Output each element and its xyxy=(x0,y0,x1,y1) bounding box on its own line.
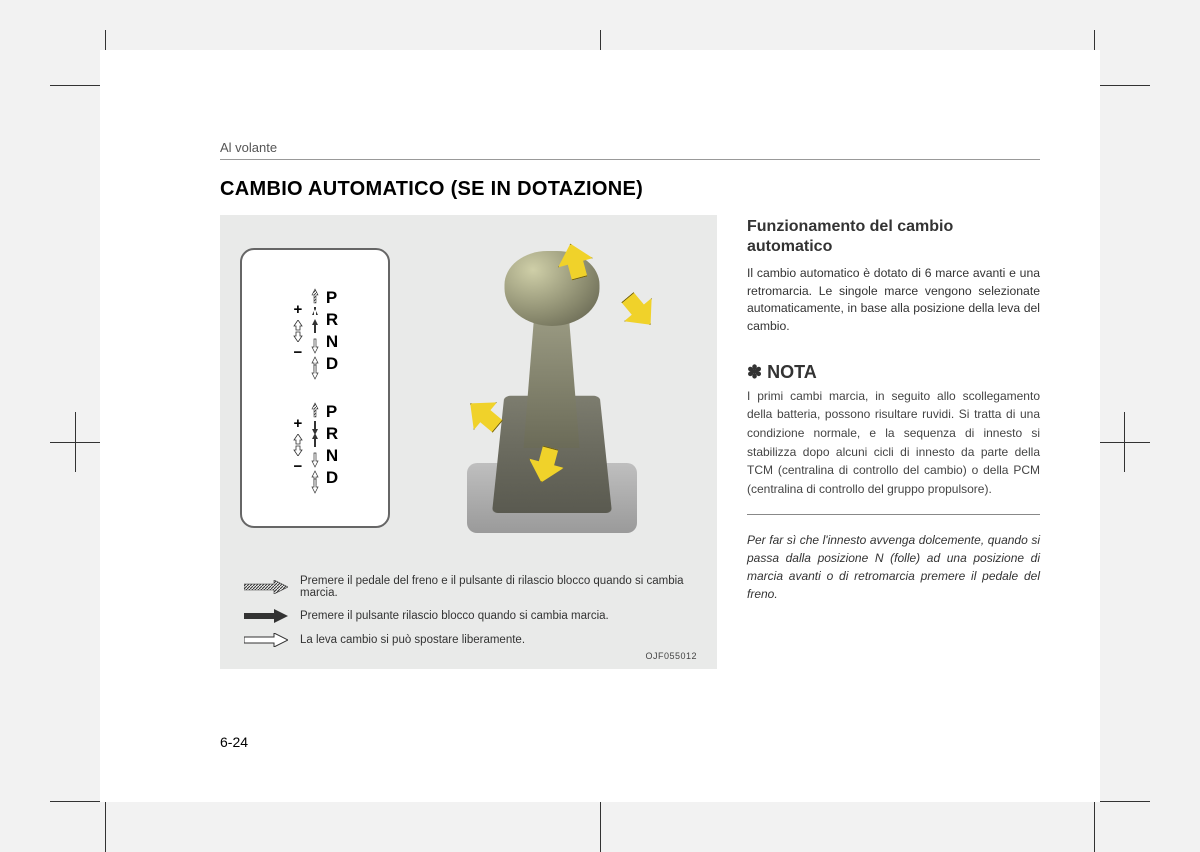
gear-arrows-icon xyxy=(310,281,320,381)
manual-plus: + xyxy=(293,415,302,432)
legend-text: Premere il pulsante rilascio blocco quan… xyxy=(300,610,609,622)
manual-arrows-icon xyxy=(292,434,304,456)
nota-heading: ✽ NOTA xyxy=(747,362,1040,383)
gear-arrow-column xyxy=(310,281,320,381)
manual-arrows-icon xyxy=(292,320,304,342)
page-number: 6-24 xyxy=(220,734,248,750)
manual-minus: − xyxy=(293,344,302,361)
legend-outline-arrow-icon xyxy=(244,633,288,647)
legend-row: Premere il pedale del freno e il pulsant… xyxy=(244,575,693,599)
shift-pattern-panel: + − xyxy=(240,248,390,528)
running-head: Al volante xyxy=(220,140,1040,160)
gear-p: P xyxy=(326,402,338,422)
gear-p: P xyxy=(326,288,338,308)
direction-arrow-icon xyxy=(614,286,665,337)
figure-illustration: + − xyxy=(220,215,717,555)
right-column: Funzionamento del cambio automatico Il c… xyxy=(747,215,1040,669)
page-title: CAMBIO AUTOMATICO (SE IN DOTAZIONE) xyxy=(220,178,1040,201)
gear-d: D xyxy=(326,468,338,488)
gear-r: R xyxy=(326,310,338,330)
nota-body: I primi cambi marcia, in seguito allo sc… xyxy=(747,387,1040,516)
shifter-knob xyxy=(504,251,599,326)
shifter-3d-illustration xyxy=(406,233,697,543)
legend-text: La leva cambio si può spostare liberamen… xyxy=(300,634,525,646)
legend-text: Premere il pedale del freno e il pulsant… xyxy=(300,575,693,599)
manual-page: Al volante CAMBIO AUTOMATICO (SE IN DOTA… xyxy=(100,50,1100,802)
italic-note: Per far sì che l'innesto avvenga dolceme… xyxy=(747,531,1040,603)
gear-n: N xyxy=(326,332,338,352)
gear-n: N xyxy=(326,446,338,466)
section-title: Funzionamento del cambio automatico xyxy=(747,217,1040,257)
figure-legend: Premere il pedale del freno e il pulsant… xyxy=(220,555,717,669)
crop-mark xyxy=(1124,412,1125,472)
gear-arrow-column xyxy=(310,395,320,495)
shift-pattern-bottom: + − xyxy=(250,395,380,495)
legend-row: La leva cambio si può spostare liberamen… xyxy=(244,633,693,647)
manual-minus: − xyxy=(293,458,302,475)
gear-r: R xyxy=(326,424,338,444)
figure-box: + − xyxy=(220,215,717,669)
legend-solid-arrow-icon xyxy=(244,609,288,623)
manual-plus: + xyxy=(293,301,302,318)
gear-d: D xyxy=(326,354,338,374)
content-columns: + − xyxy=(220,215,1040,669)
legend-hatched-arrow-icon xyxy=(244,580,288,594)
crop-mark xyxy=(75,412,76,472)
figure-reference: OJF055012 xyxy=(645,651,697,661)
shift-pattern-top: + − xyxy=(250,281,380,381)
shifter-stem xyxy=(517,318,587,448)
legend-row: Premere il pulsante rilascio blocco quan… xyxy=(244,609,693,623)
gear-arrows-icon xyxy=(310,395,320,495)
intro-text: Il cambio automatico è dotato di 6 marce… xyxy=(747,265,1040,336)
